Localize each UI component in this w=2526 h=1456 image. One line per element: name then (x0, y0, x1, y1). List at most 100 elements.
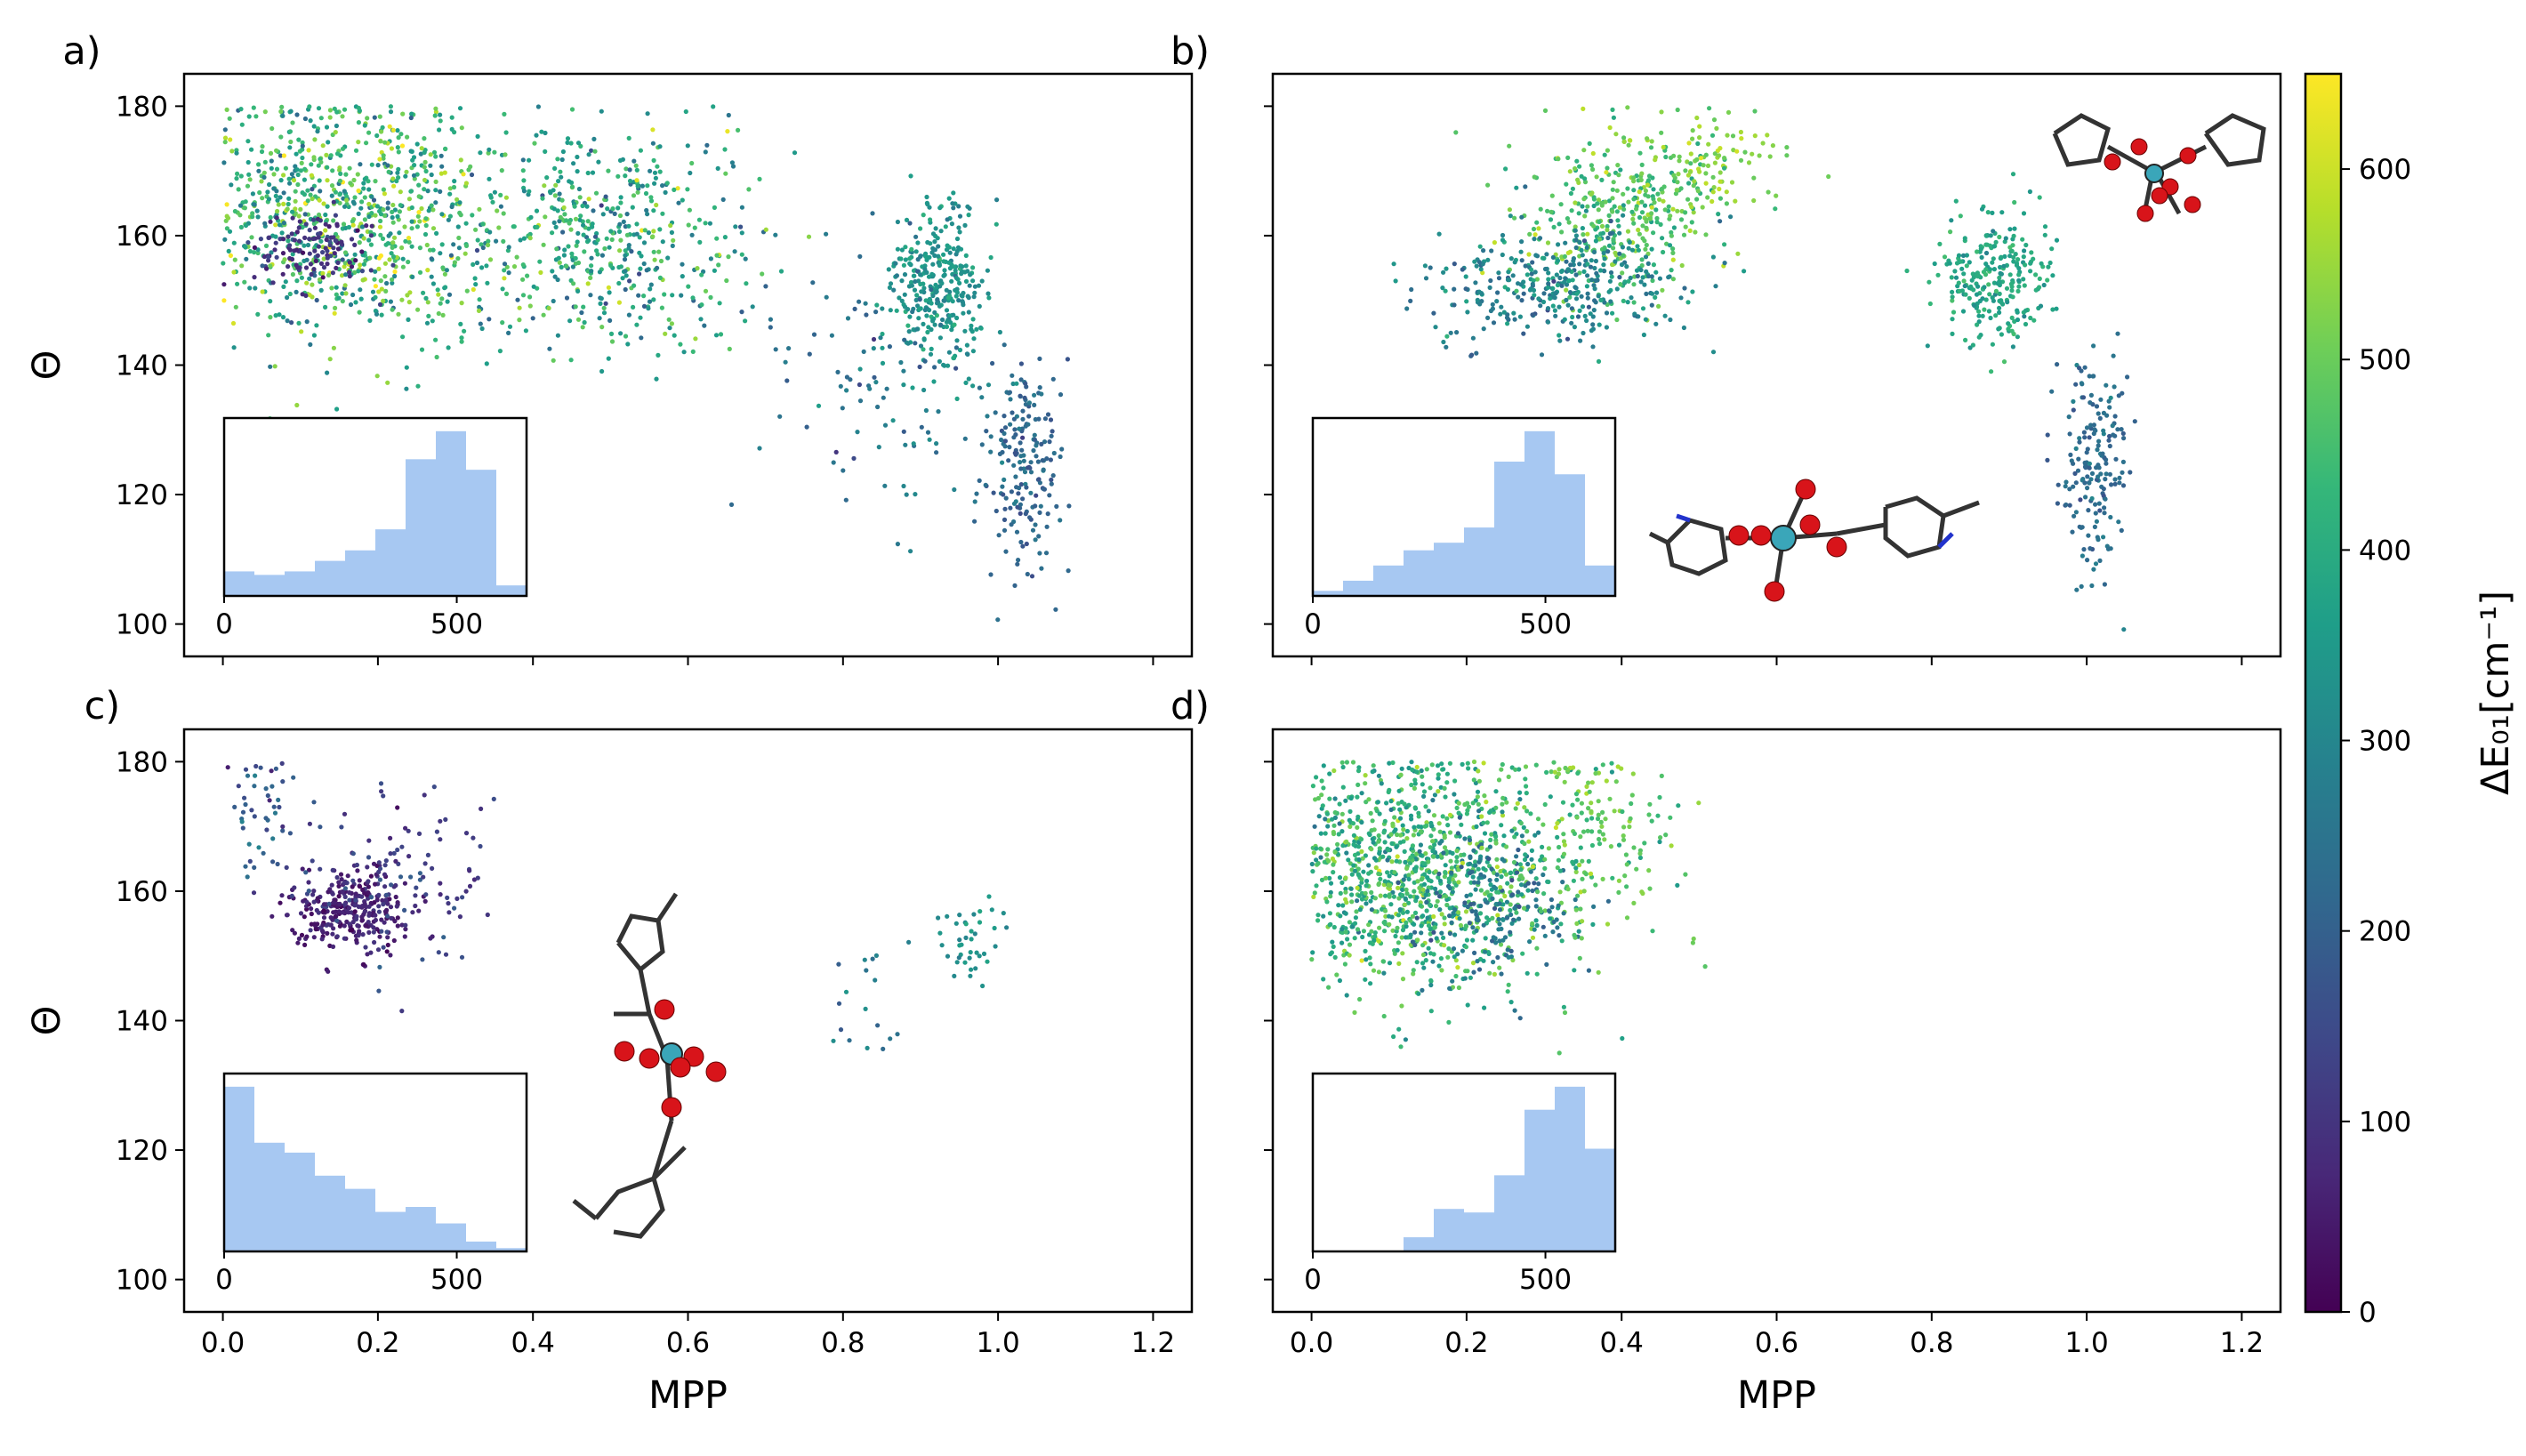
scatter-point (1932, 261, 1937, 267)
scatter-point (936, 244, 941, 249)
scatter-point (375, 163, 381, 168)
scatter-point (430, 226, 437, 231)
scatter-point (342, 902, 348, 907)
scatter-point (359, 894, 365, 899)
scatter-point (1465, 808, 1470, 813)
scatter-point (1437, 889, 1443, 895)
scatter-point (1784, 145, 1790, 150)
scatter-point (1053, 607, 1058, 612)
scatter-point (581, 304, 586, 310)
scatter-point (763, 284, 768, 289)
scatter-point (2080, 395, 2087, 400)
scatter-point (1311, 850, 1316, 856)
scatter-point (456, 235, 462, 241)
scatter-point (246, 114, 252, 119)
scatter-point (1401, 827, 1406, 833)
scatter-point (379, 312, 384, 318)
scatter-point (1360, 934, 1365, 940)
scatter-point (988, 434, 994, 439)
scatter-point (1364, 957, 1369, 962)
scatter-point (2028, 269, 2033, 274)
scatter-point (921, 286, 927, 291)
scatter-point (398, 132, 404, 137)
scatter-point (1003, 549, 1009, 554)
scatter-point (862, 957, 867, 962)
scatter-point (373, 294, 378, 300)
scatter-point (1688, 161, 1693, 166)
scatter-point (368, 873, 374, 879)
scatter-point (1428, 977, 1434, 983)
scatter-point (381, 902, 386, 907)
scatter-point (2015, 317, 2021, 323)
scatter-point (403, 922, 408, 928)
scatter-point (246, 841, 252, 847)
scatter-point (1991, 244, 1997, 249)
scatter-point (511, 264, 518, 269)
scatter-point (1950, 294, 1955, 300)
scatter-point (1551, 278, 1557, 284)
scatter-point (708, 294, 713, 300)
scatter-point (932, 247, 937, 253)
scatter-point (957, 937, 962, 943)
scatter-point (1495, 913, 1500, 918)
scatter-point (417, 245, 422, 251)
scatter-point (1519, 214, 1524, 220)
scatter-point (714, 236, 720, 241)
scatter-point (463, 251, 468, 256)
scatter-point (504, 264, 510, 269)
scatter-point (971, 336, 977, 342)
scatter-point (404, 365, 409, 370)
x-tick-label: 1.0 (976, 1327, 1019, 1359)
scatter-point (1006, 390, 1011, 396)
scatter-point (953, 345, 959, 350)
scatter-point (1536, 830, 1541, 835)
scatter-point (1476, 768, 1481, 774)
scatter-point (374, 374, 380, 379)
scatter-point (644, 268, 649, 273)
scatter-point (1447, 812, 1453, 817)
scatter-point (1596, 294, 1601, 299)
scatter-point (1387, 787, 1392, 792)
scatter-point (687, 207, 693, 213)
scatter-point (326, 272, 332, 278)
scatter-point (325, 930, 330, 936)
scatter-point (446, 901, 451, 906)
scatter-point (1579, 294, 1584, 299)
scatter-point (1023, 423, 1028, 429)
scatter-point (1653, 207, 1659, 213)
scatter-point (1640, 223, 1645, 229)
scatter-point (1589, 258, 1594, 263)
scatter-point (648, 195, 654, 200)
scatter-point (1671, 225, 1677, 230)
scatter-point (1496, 777, 1502, 783)
scatter-point (1404, 828, 1410, 834)
scatter-point (294, 278, 300, 284)
scatter-point (416, 831, 422, 837)
scatter-point (342, 936, 347, 941)
scatter-point (1402, 902, 1407, 907)
scatter-point (1546, 281, 1551, 286)
scatter-point (423, 892, 429, 897)
scatter-point (1343, 897, 1348, 902)
scatter-point (625, 342, 631, 347)
scatter-point (1022, 395, 1027, 400)
scatter-point (838, 1027, 844, 1033)
scatter-point (1412, 825, 1417, 830)
scatter-point (1018, 502, 1023, 507)
scatter-points (1309, 759, 1708, 1056)
scatter-point (277, 312, 282, 318)
scatter-point (384, 913, 390, 919)
scatter-point (245, 240, 251, 245)
scatter-point (1631, 282, 1637, 287)
scatter-point (1599, 200, 1605, 205)
scatter-point (1532, 232, 1538, 237)
scatter-point (292, 930, 297, 936)
scatter-point (419, 205, 424, 212)
scatter-point (290, 252, 295, 257)
scatter-point (1389, 859, 1395, 865)
scatter-point (580, 203, 585, 209)
scatter-point (1066, 568, 1071, 574)
scatter-point (1982, 307, 1987, 312)
scatter-point (425, 300, 430, 305)
scatter-point (1605, 235, 1611, 241)
